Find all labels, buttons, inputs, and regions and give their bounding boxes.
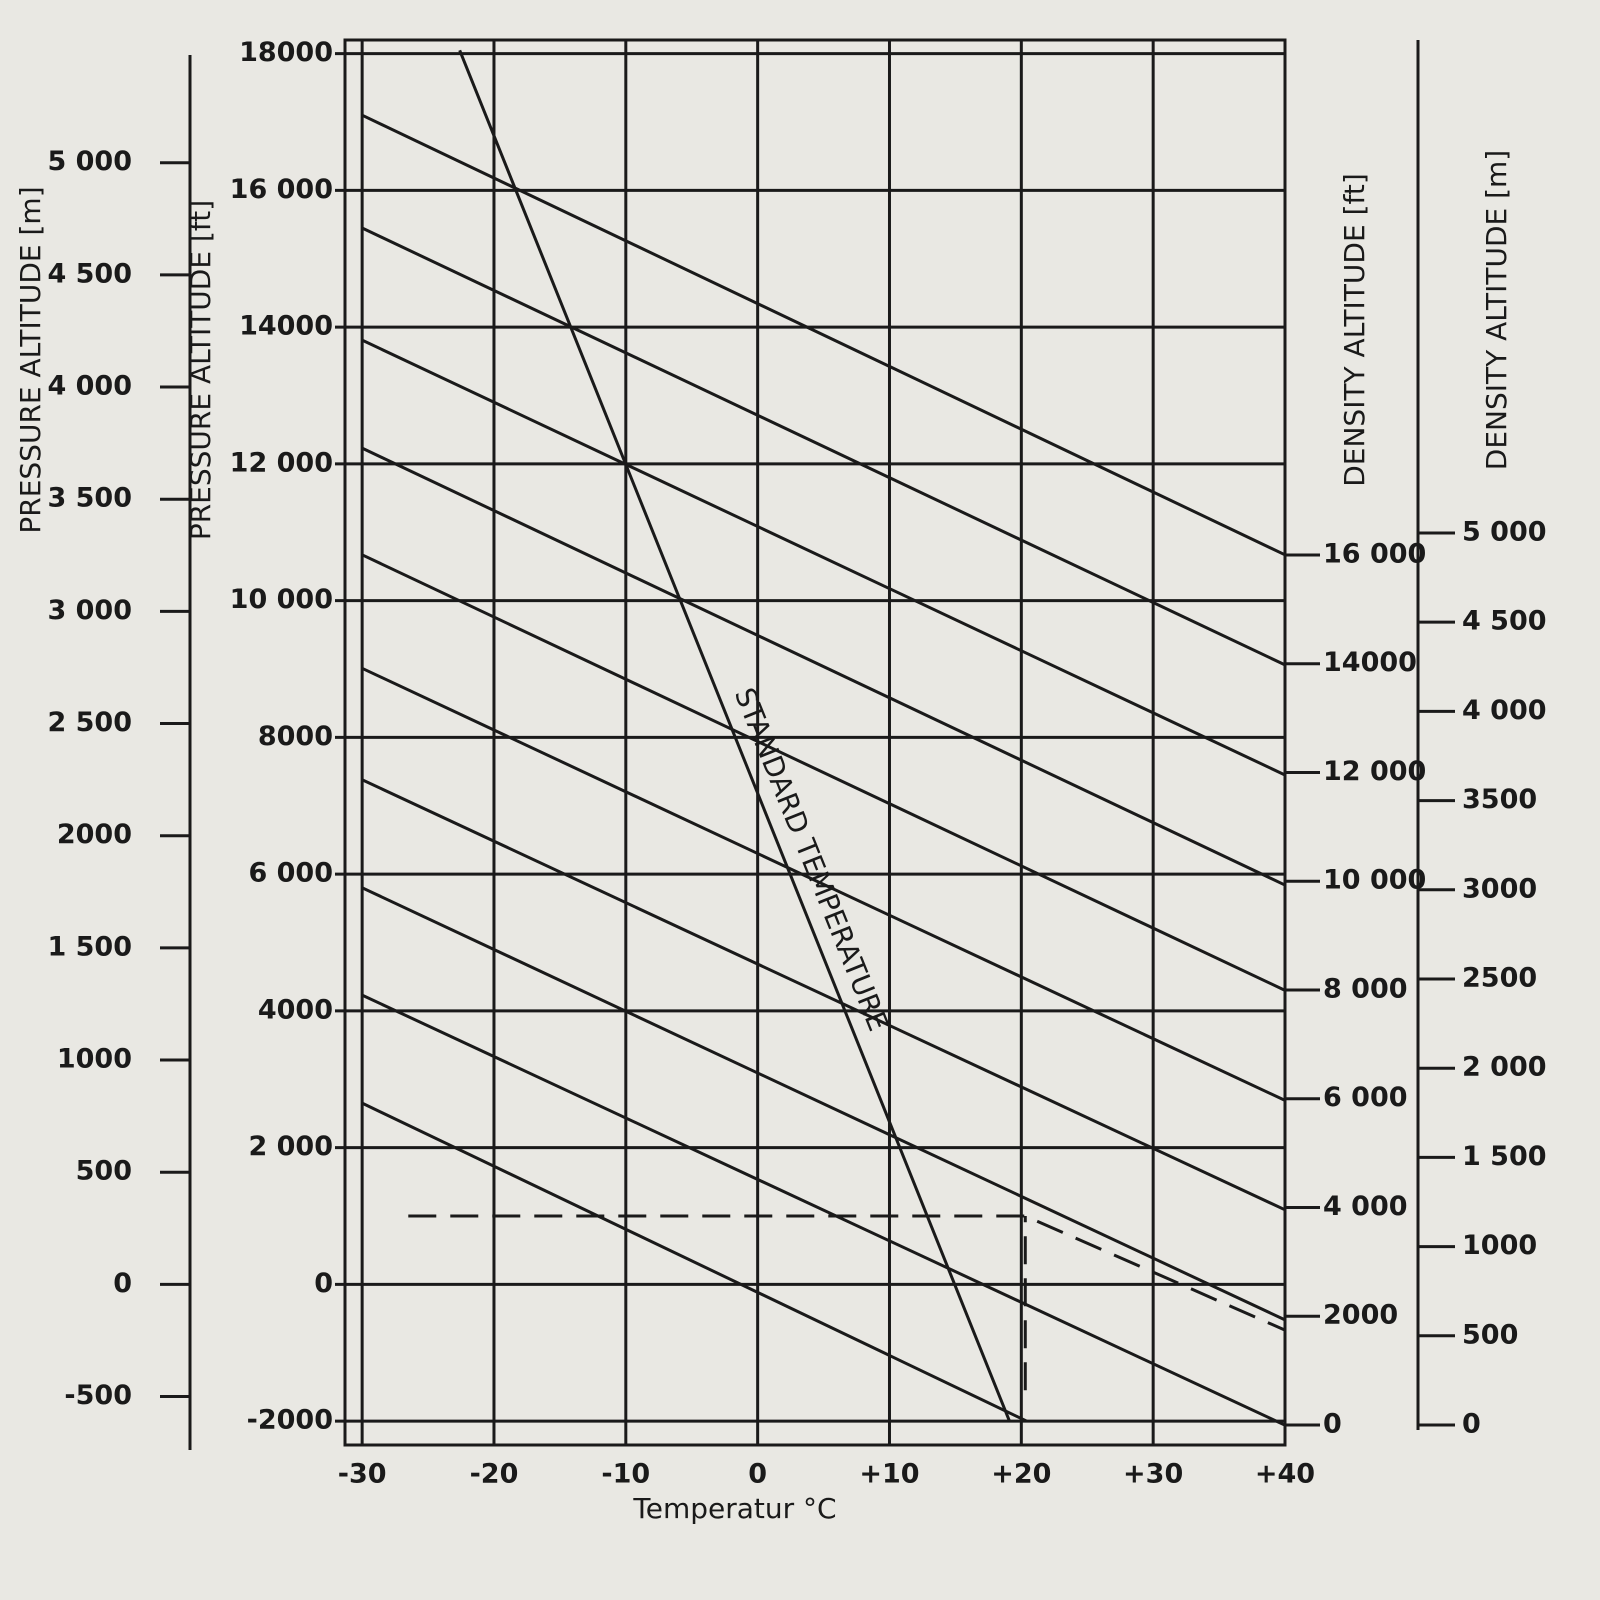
y2-tick-label: 2000 — [1323, 1300, 1398, 1331]
y-axis-title: PRESSURE ALTITUDE [m] — [14, 186, 47, 533]
y-tick-label: 12 000 — [230, 447, 333, 478]
y-tick-label: 18000 — [239, 37, 333, 68]
y-tick-label: 4 500 — [47, 258, 132, 289]
x-tick-label: +20 — [991, 1459, 1051, 1490]
x-tick-label: -30 — [338, 1459, 387, 1490]
density-line — [361, 338, 1286, 777]
x-tick-label: -20 — [470, 1459, 519, 1490]
x-tick-label: -10 — [601, 1459, 650, 1490]
y-tick-label: -2000 — [247, 1405, 333, 1436]
y2-tick-label: 12 000 — [1323, 756, 1426, 787]
y-tick-label: 1 500 — [47, 931, 132, 962]
y2-axis-title: DENSITY ALTITUDE [m] — [1480, 150, 1513, 470]
standard-temperature-line — [458, 49, 1011, 1422]
density-line — [361, 1101, 1028, 1423]
x-tick-label: +10 — [859, 1459, 919, 1490]
density-line — [361, 886, 1286, 1322]
y2-tick-label: 500 — [1462, 1319, 1518, 1350]
y-tick-label: 6 000 — [248, 858, 333, 889]
y-tick-label: -500 — [64, 1380, 132, 1411]
y-tick-label: 5 000 — [47, 146, 132, 177]
y-tick-label: 14000 — [239, 311, 333, 342]
x-tick-label: +30 — [1123, 1459, 1183, 1490]
y-tick-label: 4000 — [258, 994, 333, 1025]
y-tick-label: 0 — [113, 1268, 132, 1299]
y-tick-label: 2 500 — [47, 707, 132, 738]
density-line — [361, 226, 1286, 667]
density-line — [361, 446, 1286, 887]
y-tick-label: 1000 — [57, 1044, 132, 1075]
y2-tick-label: 0 — [1323, 1408, 1342, 1439]
y-tick-label: 4 000 — [47, 371, 132, 402]
y2-tick-label: 2500 — [1462, 962, 1537, 993]
y-tick-label: 8000 — [258, 721, 333, 752]
y2-axis-title: DENSITY ALTITUDE [ft] — [1338, 173, 1371, 487]
y-tick-label: 10 000 — [230, 584, 333, 615]
y-tick-label: 0 — [314, 1268, 333, 1299]
density-line — [361, 778, 1286, 1212]
y2-tick-label: 4 000 — [1462, 695, 1547, 726]
y-tick-label: 16 000 — [230, 174, 333, 205]
y2-tick-label: 6 000 — [1323, 1082, 1408, 1113]
y2-tick-label: 8 000 — [1323, 973, 1408, 1004]
y-tick-label: 500 — [76, 1156, 132, 1187]
y2-tick-label: 4 500 — [1462, 606, 1547, 637]
y2-tick-label: 0 — [1462, 1409, 1481, 1440]
y2-tick-label: 4 000 — [1323, 1191, 1408, 1222]
y2-tick-label: 3500 — [1462, 784, 1537, 815]
y-tick-label: 2 000 — [248, 1131, 333, 1162]
x-tick-label: 0 — [748, 1459, 767, 1490]
y2-tick-label: 14000 — [1323, 647, 1417, 678]
example-line — [408, 1214, 1286, 1332]
y2-tick-label: 2 000 — [1462, 1052, 1547, 1083]
y2-tick-label: 5 000 — [1462, 516, 1547, 547]
density-line — [361, 553, 1286, 992]
y2-tick-label: 3000 — [1462, 873, 1537, 904]
y-tick-label: 2000 — [57, 819, 132, 850]
y2-tick-label: 1 500 — [1462, 1141, 1547, 1172]
y-tick-label: 3 500 — [47, 483, 132, 514]
y2-tick-label: 10 000 — [1323, 865, 1426, 896]
x-tick-label: +40 — [1255, 1459, 1315, 1490]
y2-tick-label: 1000 — [1462, 1230, 1537, 1261]
y2-tick-label: 16 000 — [1323, 538, 1426, 569]
density-line — [361, 993, 1286, 1427]
y-tick-label: 3 000 — [47, 595, 132, 626]
density-line — [361, 666, 1286, 1102]
x-axis-title: Temperatur °C — [632, 1492, 836, 1525]
